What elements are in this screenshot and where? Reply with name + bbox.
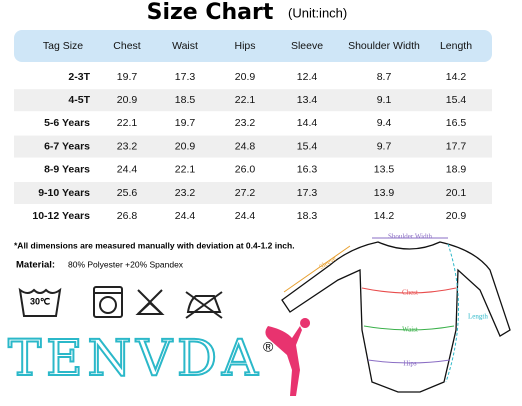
cell: 9.7	[377, 140, 392, 152]
cell: 20.9	[235, 71, 256, 83]
cell: 24.4	[235, 210, 256, 222]
cell: 12.4	[297, 71, 318, 83]
cell: 18.9	[446, 164, 467, 176]
column-header: Sleeve	[291, 40, 323, 52]
brand-logo: TENVDA	[8, 329, 259, 387]
cell: 15.4	[446, 94, 467, 106]
cell: 24.4	[175, 210, 196, 222]
cell: 22.1	[175, 164, 196, 176]
cell: 10-12 Years	[32, 210, 90, 222]
label-chest: Chest	[402, 289, 418, 297]
cell: 6-7 Years	[44, 140, 90, 152]
cell: 23.2	[117, 140, 138, 152]
cell: 27.2	[235, 187, 256, 199]
cell: 17.3	[175, 71, 196, 83]
row-band	[14, 89, 492, 112]
label-sleeve: Sleeve	[318, 254, 338, 271]
cell: 14.4	[297, 117, 318, 129]
cell: 5-6 Years	[44, 117, 90, 129]
title: Size Chart	[147, 0, 274, 25]
material: 80% Polyester +20% Spandex	[68, 259, 184, 269]
cell: 19.7	[175, 117, 196, 129]
brand-mark: ®	[263, 339, 274, 355]
cell: 8-9 Years	[44, 164, 90, 176]
leotard	[281, 241, 511, 393]
cell: 25.6	[117, 187, 138, 199]
column-header: Chest	[113, 40, 141, 52]
disclaimer: *All dimensions are measured manually wi…	[14, 240, 295, 250]
label-shoulder: Shoulder Width	[388, 233, 433, 241]
cell: 13.9	[374, 187, 395, 199]
cell: 18.5	[175, 94, 196, 106]
cell: 16.5	[446, 117, 467, 129]
unit: (Unit:inch)	[288, 5, 347, 20]
column-header: Waist	[172, 40, 198, 52]
cell: 16.3	[297, 164, 318, 176]
cell: 14.2	[374, 210, 395, 222]
cell: 24.8	[235, 140, 256, 152]
cell: 9.4	[377, 117, 392, 129]
cell: 22.1	[235, 94, 256, 106]
cell: 8.7	[377, 71, 392, 83]
cell: 18.3	[297, 210, 318, 222]
cell: 17.7	[446, 140, 467, 152]
care-icons	[18, 286, 223, 319]
cell: 20.1	[446, 187, 467, 199]
cell: 26.8	[117, 210, 138, 222]
cell: 9.1	[377, 94, 392, 106]
cell: 13.5	[374, 164, 395, 176]
cell: 20.9	[446, 210, 467, 222]
measure-lines	[283, 237, 459, 383]
dancer	[265, 318, 311, 396]
cell: 23.2	[235, 117, 256, 129]
column-header: Tag Size	[43, 40, 83, 52]
cell: 24.4	[117, 164, 138, 176]
cell: 19.7	[117, 71, 138, 83]
cell: 14.2	[446, 71, 467, 83]
cell: 20.9	[175, 140, 196, 152]
material-label: Material:	[16, 260, 55, 271]
cell: 26.0	[235, 164, 256, 176]
cell: 17.3	[297, 187, 318, 199]
cell: 15.4	[297, 140, 318, 152]
row-band	[14, 182, 492, 204]
cell: 4-5T	[68, 94, 90, 106]
column-header: Length	[440, 40, 472, 52]
cell: 22.1	[117, 117, 138, 129]
label-length: Length	[468, 313, 488, 321]
cell: 9-10 Years	[38, 187, 90, 199]
wash-temp: 30℃	[30, 296, 50, 306]
label-waist: Waist	[402, 326, 418, 334]
cell: 2-3T	[68, 71, 90, 83]
header-band	[14, 30, 492, 62]
table: Tag Size Chest Waist Hips Sleeve Shoulder Wid…	[14, 40, 492, 222]
column-header: Hips	[234, 40, 255, 52]
cell: 20.9	[117, 94, 138, 106]
label-hips: Hips	[403, 360, 417, 368]
column-header: Shoulder Width	[348, 40, 420, 52]
row-band	[14, 135, 492, 158]
cell: 23.2	[175, 187, 196, 199]
cell: 13.4	[297, 94, 318, 106]
